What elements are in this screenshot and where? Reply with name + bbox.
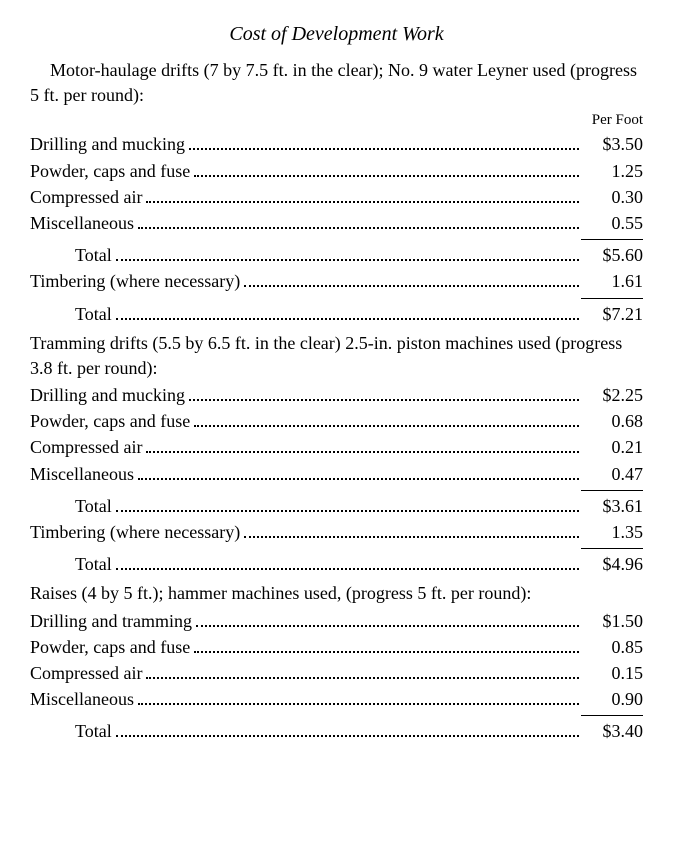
leader-dots — [189, 148, 579, 150]
leader-dots — [138, 703, 579, 705]
cost-value: 0.68 — [583, 409, 643, 434]
cost-value: 0.85 — [583, 635, 643, 660]
leader-dots — [116, 568, 579, 570]
cost-row: Miscellaneous 0.47 — [30, 462, 643, 487]
leader-dots — [194, 425, 579, 427]
cost-label: Compressed air — [30, 185, 142, 210]
cost-value: 0.55 — [583, 211, 643, 236]
total-label: Total — [30, 719, 112, 744]
cost-row: Powder, caps and fuse 0.85 — [30, 635, 643, 660]
cost-row: Drilling and mucking $3.50 — [30, 132, 643, 157]
cost-value: $2.25 — [583, 383, 643, 408]
leader-dots — [146, 201, 579, 203]
rule-line — [581, 239, 643, 240]
section1-header: Motor-haulage drifts (7 by 7.5 ft. in th… — [30, 58, 643, 108]
cost-label: Powder, caps and fuse — [30, 409, 190, 434]
total-value: $7.21 — [583, 302, 643, 327]
cost-value: 0.90 — [583, 687, 643, 712]
cost-row: Compressed air 0.21 — [30, 435, 643, 460]
leader-dots — [116, 259, 579, 261]
total-value: $4.96 — [583, 552, 643, 577]
leader-dots — [138, 478, 579, 480]
total-label: Total — [30, 552, 112, 577]
cost-row: Powder, caps and fuse 1.25 — [30, 159, 643, 184]
leader-dots — [244, 536, 579, 538]
cost-label: Powder, caps and fuse — [30, 159, 190, 184]
total-row: Total $5.60 — [30, 243, 643, 268]
leader-dots — [194, 651, 579, 653]
rule-line — [581, 715, 643, 716]
cost-label: Powder, caps and fuse — [30, 635, 190, 660]
cost-value: 0.30 — [583, 185, 643, 210]
cost-value: 0.15 — [583, 661, 643, 686]
total-value: $3.61 — [583, 494, 643, 519]
cost-value: 0.21 — [583, 435, 643, 460]
cost-value: 0.47 — [583, 462, 643, 487]
total-value: $5.60 — [583, 243, 643, 268]
section2-header: Tramming drifts (5.5 by 6.5 ft. in the c… — [30, 331, 643, 381]
total-label: Total — [30, 302, 112, 327]
cost-value: $1.50 — [583, 609, 643, 634]
cost-value: 1.61 — [583, 269, 643, 294]
total-label: Total — [30, 494, 112, 519]
cost-value: $3.50 — [583, 132, 643, 157]
total-row: Total $7.21 — [30, 302, 643, 327]
column-header: Per Foot — [30, 110, 643, 131]
cost-row: Miscellaneous 0.90 — [30, 687, 643, 712]
cost-row: Timbering (where necessary) 1.35 — [30, 520, 643, 545]
cost-label: Drilling and tramming — [30, 609, 192, 634]
total-row: Total $3.40 — [30, 719, 643, 744]
cost-row: Timbering (where necessary) 1.61 — [30, 269, 643, 294]
cost-row: Compressed air 0.15 — [30, 661, 643, 686]
leader-dots — [116, 510, 579, 512]
cost-label: Drilling and mucking — [30, 383, 185, 408]
cost-label: Compressed air — [30, 661, 142, 686]
cost-label: Timbering (where necessary) — [30, 269, 240, 294]
cost-row: Miscellaneous 0.55 — [30, 211, 643, 236]
rule-line — [581, 490, 643, 491]
total-row: Total $3.61 — [30, 494, 643, 519]
rule-line — [581, 298, 643, 299]
cost-label: Miscellaneous — [30, 687, 134, 712]
cost-label: Miscellaneous — [30, 211, 134, 236]
rule-line — [581, 548, 643, 549]
leader-dots — [146, 677, 579, 679]
total-label: Total — [30, 243, 112, 268]
leader-dots — [116, 735, 579, 737]
cost-label: Drilling and mucking — [30, 132, 185, 157]
cost-row: Drilling and mucking $2.25 — [30, 383, 643, 408]
total-row: Total $4.96 — [30, 552, 643, 577]
total-value: $3.40 — [583, 719, 643, 744]
leader-dots — [196, 625, 579, 627]
cost-label: Timbering (where necessary) — [30, 520, 240, 545]
cost-row: Compressed air 0.30 — [30, 185, 643, 210]
cost-value: 1.25 — [583, 159, 643, 184]
page-title: Cost of Development Work — [30, 20, 643, 48]
leader-dots — [146, 451, 579, 453]
cost-row: Drilling and tramming $1.50 — [30, 609, 643, 634]
leader-dots — [116, 318, 579, 320]
section3-header: Raises (4 by 5 ft.); hammer machines use… — [30, 581, 643, 606]
leader-dots — [138, 227, 579, 229]
cost-row: Powder, caps and fuse 0.68 — [30, 409, 643, 434]
cost-value: 1.35 — [583, 520, 643, 545]
leader-dots — [189, 399, 579, 401]
cost-label: Compressed air — [30, 435, 142, 460]
cost-label: Miscellaneous — [30, 462, 134, 487]
leader-dots — [244, 285, 579, 287]
leader-dots — [194, 175, 579, 177]
